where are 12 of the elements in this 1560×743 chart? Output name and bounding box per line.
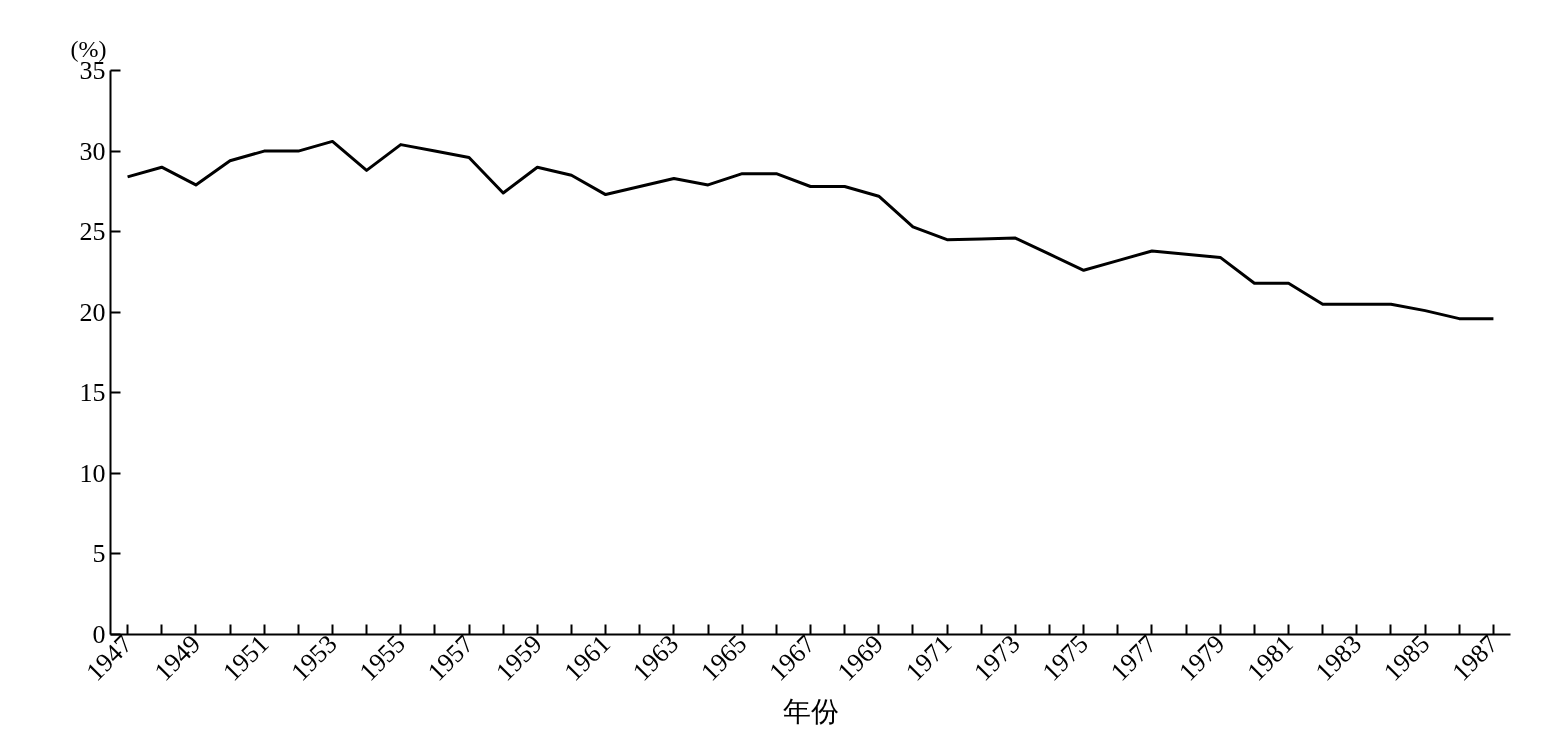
- x-tick-label: 1951: [217, 629, 275, 687]
- x-tick-label: 1971: [900, 629, 958, 687]
- x-axis-title: 年份: [782, 696, 839, 728]
- y-tick-label: 10: [79, 458, 106, 488]
- line-series: [126, 139, 1495, 321]
- x-tick-label: 1961: [558, 629, 616, 687]
- y-tick-label: 25: [79, 217, 106, 247]
- y-tick-label: 30: [79, 136, 106, 166]
- y-tick-label: 15: [79, 378, 106, 408]
- y-tick-label: 5: [92, 539, 106, 569]
- y-tick-label: 20: [79, 297, 106, 327]
- x-tick-label: 1981: [1241, 629, 1299, 687]
